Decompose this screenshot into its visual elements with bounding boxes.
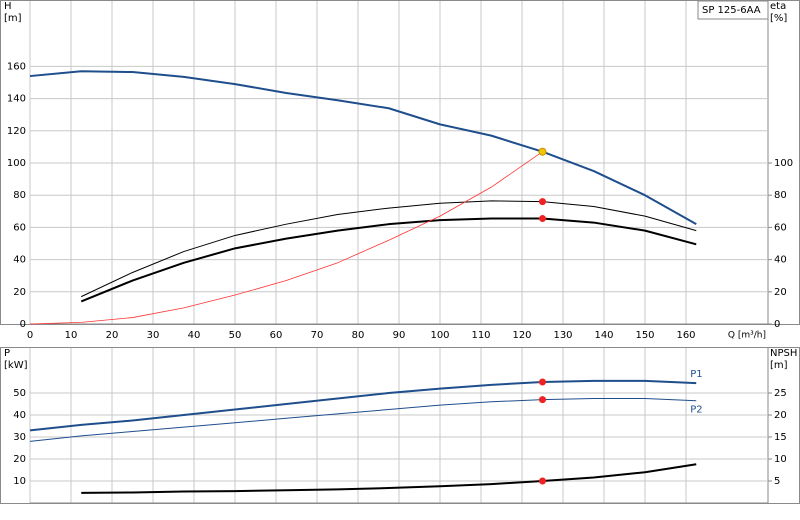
x-tick-label: 80: [352, 330, 365, 341]
duty-point: [539, 215, 546, 223]
x-tick-label: 10: [65, 330, 78, 341]
y2-tick-label: 100: [774, 158, 793, 169]
chart-title: SP 125-6AA: [702, 5, 761, 16]
y2-tick-label: 80: [774, 190, 787, 201]
curve-label: P2: [690, 405, 702, 416]
curve: [29, 151, 543, 325]
y-tick-label: 60: [13, 222, 26, 233]
y2-tick-label: 60: [774, 222, 787, 233]
y-tick-label: 160: [7, 61, 26, 72]
y-tick-label: 10: [13, 476, 26, 487]
y2-tick-label: 20: [774, 287, 787, 298]
y-axis-label: P: [4, 348, 10, 359]
curve: [81, 463, 697, 494]
y2-tick-label: 15: [774, 432, 787, 443]
y-tick-label: 30: [13, 432, 26, 443]
curve: [80, 217, 697, 303]
y-tick-label: 140: [7, 94, 26, 105]
curve-label: P1: [690, 369, 702, 380]
x-tick-label: 150: [635, 330, 654, 341]
y2-tick-label: 20: [774, 410, 787, 421]
y2-axis-label: eta: [770, 1, 786, 12]
y-tick-label: 0: [20, 319, 26, 330]
x-tick-label: 20: [106, 330, 119, 341]
x-tick-label: 160: [676, 330, 695, 341]
x-tick-label: 60: [270, 330, 283, 341]
x-tick-label: 70: [311, 330, 324, 341]
y-tick-label: 120: [7, 126, 26, 137]
y-tick-label: 40: [13, 255, 26, 266]
y-tick-label: 80: [13, 190, 26, 201]
x-tick-label: 40: [188, 330, 201, 341]
duty-point: [538, 147, 547, 156]
duty-point: [539, 198, 546, 206]
curve: [29, 70, 697, 226]
y-tick-label: 20: [13, 454, 26, 465]
y-tick-label: 20: [13, 287, 26, 298]
y-tick-label: 50: [13, 388, 26, 399]
x-tick-label: 30: [147, 330, 160, 341]
x-tick-label: 90: [393, 330, 406, 341]
y-axis-label: H: [4, 1, 12, 12]
y-axis-label: [m]: [4, 13, 22, 24]
x-tick-label: 130: [553, 330, 572, 341]
y2-axis-label: NPSH: [770, 348, 797, 359]
y-tick-label: 100: [7, 158, 26, 169]
y2-tick-label: 10: [774, 454, 787, 465]
y2-tick-label: 25: [774, 388, 787, 399]
duty-point: [539, 477, 546, 485]
curve: [81, 200, 697, 298]
x-tick-label: 140: [594, 330, 613, 341]
x-axis-label: Q [m³/h]: [728, 331, 766, 341]
y2-tick-label: 40: [774, 255, 787, 266]
x-tick-label: 0: [27, 330, 33, 341]
y-tick-label: 40: [13, 410, 26, 421]
x-tick-label: 100: [430, 330, 449, 341]
y2-axis-label: [%]: [770, 13, 787, 24]
x-tick-label: 120: [512, 330, 531, 341]
y2-axis-label: [m]: [770, 360, 788, 371]
duty-point: [539, 396, 546, 404]
y-axis-label: [kW]: [4, 360, 28, 371]
y2-tick-label: 5: [774, 476, 780, 487]
duty-point: [539, 378, 546, 386]
title-box: [697, 0, 769, 20]
y2-tick-label: 0: [774, 319, 780, 330]
x-tick-label: 50: [229, 330, 242, 341]
x-tick-label: 110: [471, 330, 490, 341]
curve: [29, 379, 697, 432]
curve: [29, 398, 697, 442]
